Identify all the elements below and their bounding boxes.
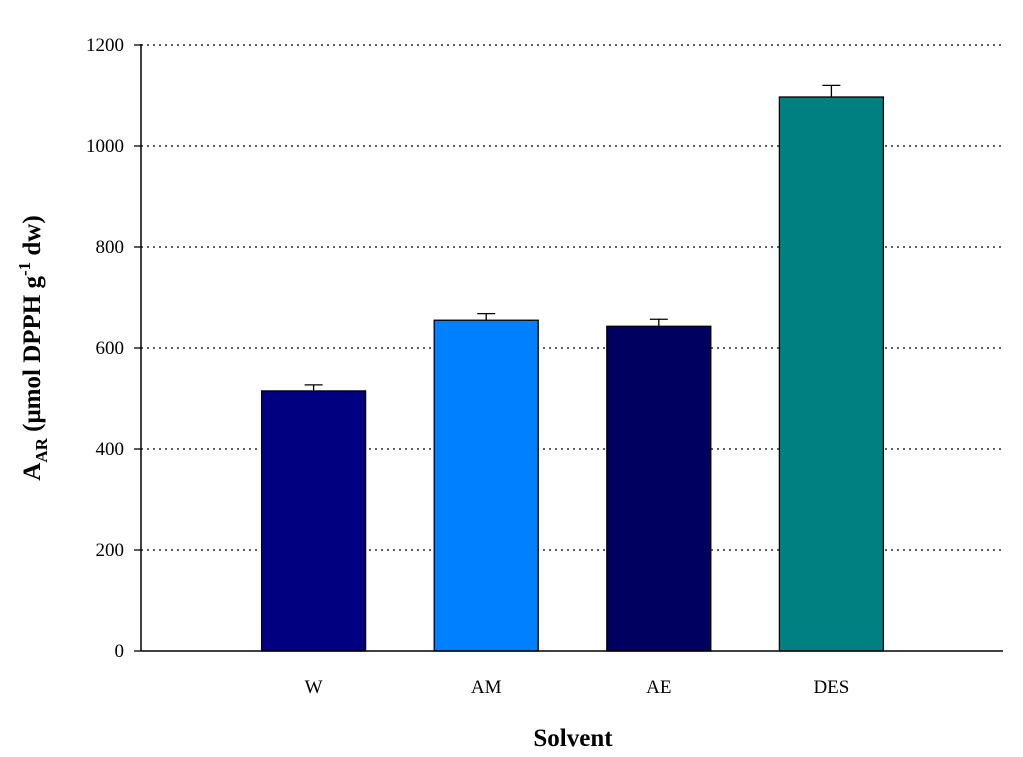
y-tick-label: 1200 — [86, 35, 124, 56]
y-axis-title-subscript: AR — [32, 437, 51, 462]
y-axis-ticks: 0 200 400 600 800 1000 1200 — [86, 35, 141, 662]
y-tick-label: 0 — [115, 641, 125, 662]
y-tick-label: 400 — [96, 439, 125, 460]
y-axis-title-middle: (μmol DPPH g — [19, 276, 46, 439]
bar — [778, 96, 885, 652]
y-axis-title: AAR (μmol DPPH g-1 dw) — [15, 215, 51, 480]
x-tick-label: W — [305, 677, 323, 698]
bars — [260, 96, 885, 652]
x-tick-label: AE — [646, 677, 671, 698]
bar — [433, 319, 539, 652]
y-axis-title-superscript: -1 — [15, 262, 34, 276]
y-tick-label: 800 — [96, 237, 125, 258]
bar — [260, 390, 367, 652]
y-axis-title-end: dw) — [19, 215, 46, 262]
y-tick-label: 600 — [96, 338, 125, 359]
y-tick-label: 1000 — [86, 136, 124, 157]
bar — [606, 325, 712, 652]
y-tick-label: 200 — [96, 540, 125, 561]
y-axis-title-main: A — [19, 463, 46, 481]
error-bars — [304, 84, 841, 391]
x-axis-ticks: W AM AE DES — [305, 677, 850, 698]
x-axis-title: Solvent — [533, 725, 613, 752]
x-tick-label: DES — [813, 677, 849, 698]
x-tick-label: AM — [471, 677, 502, 698]
